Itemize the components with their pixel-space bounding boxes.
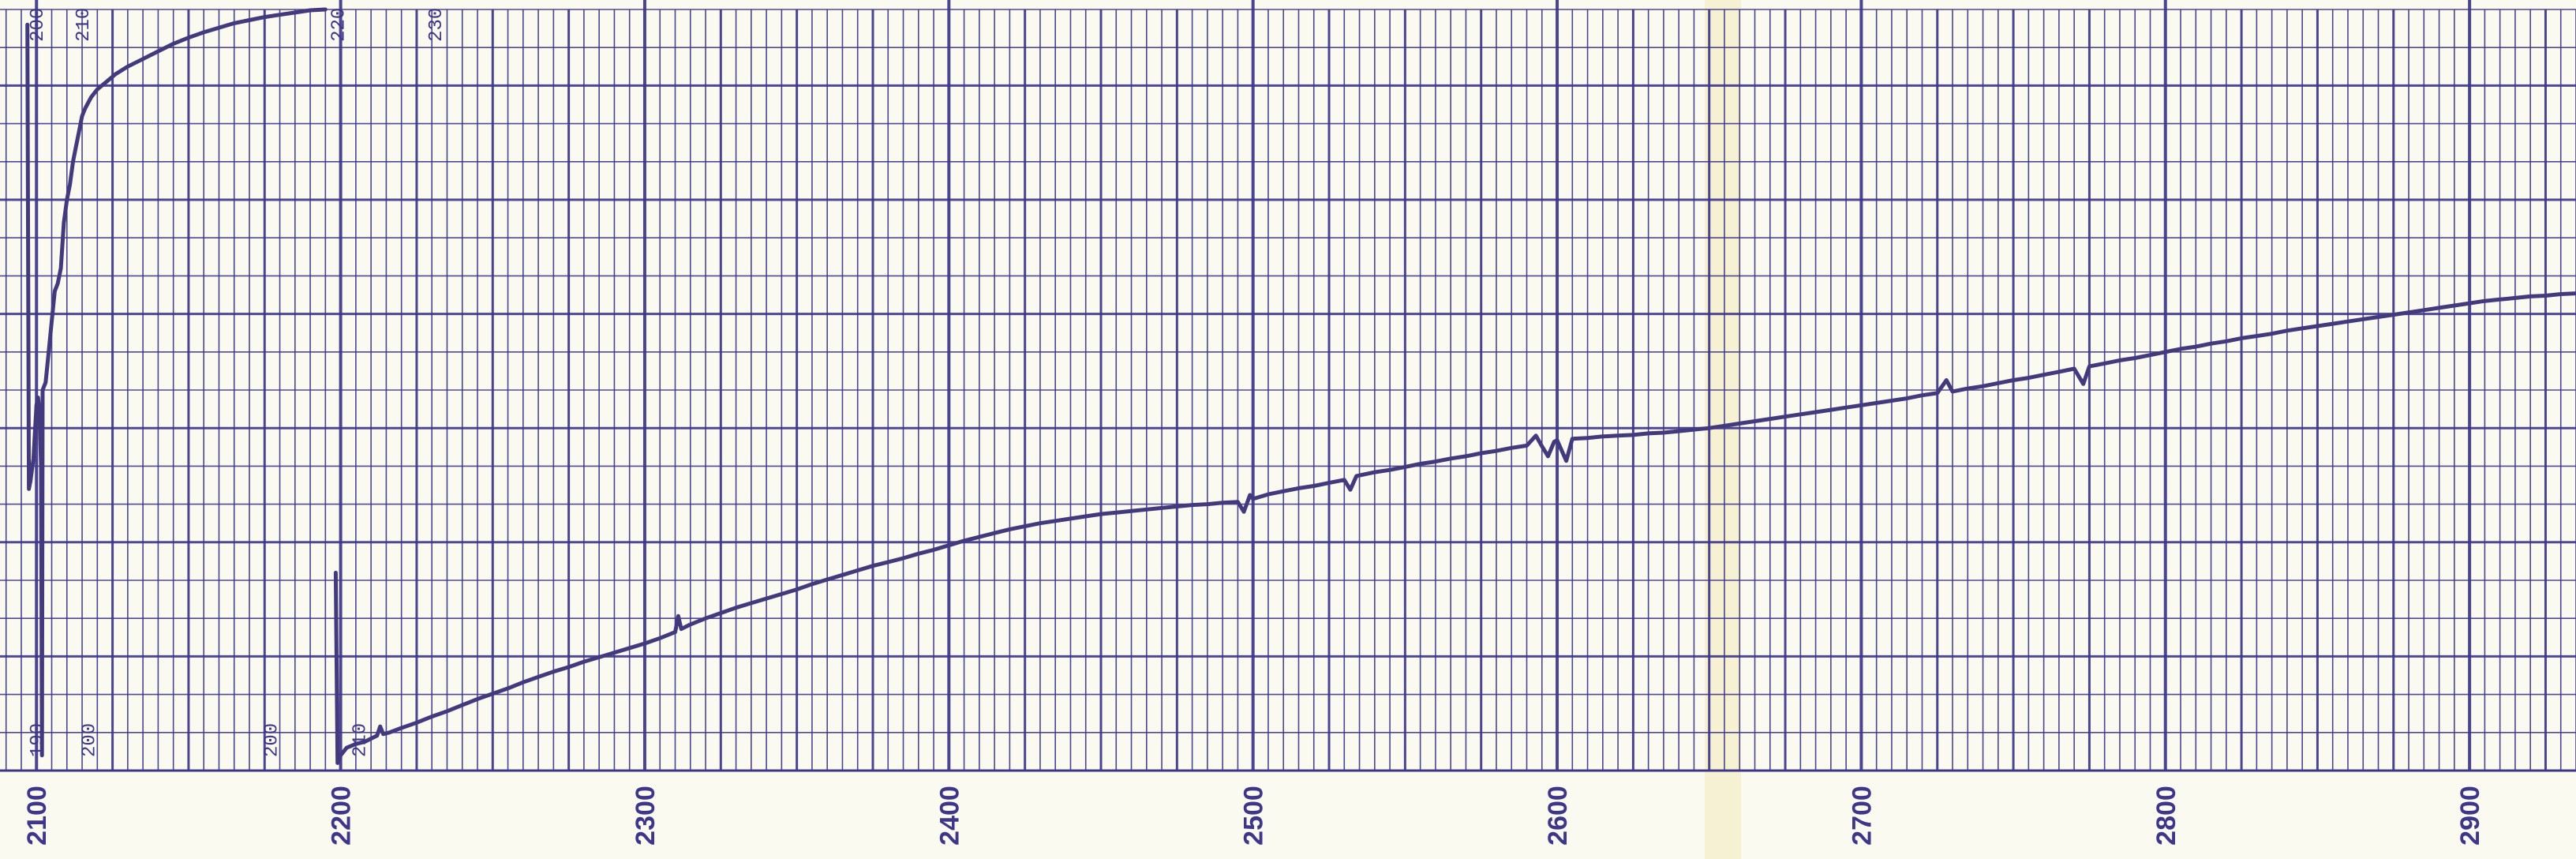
x-tick-label: 2500 — [1239, 786, 1269, 846]
x-tick-label: 2700 — [1847, 786, 1877, 846]
annotation-label: 190 — [28, 723, 49, 757]
x-tick-label: 2600 — [1543, 786, 1573, 846]
annotation-label: 220 — [329, 8, 350, 42]
annotation-label: 210 — [350, 723, 371, 757]
trace-line-1 — [25, 7, 328, 758]
annotation-label: 230 — [426, 8, 447, 42]
trace-line-2 — [333, 291, 2576, 765]
x-tick-label: 2300 — [631, 786, 661, 846]
annotation-label: 200 — [262, 723, 283, 757]
annotation-label: 200 — [28, 8, 49, 42]
x-tick-label: 2100 — [22, 786, 52, 846]
x-tick-label: 2200 — [327, 786, 357, 846]
x-tick-label: 2800 — [2151, 786, 2181, 846]
x-tick-label: 2400 — [934, 786, 964, 846]
x-tick-label: 2900 — [2455, 786, 2485, 846]
annotation-label: 200 — [80, 723, 101, 757]
annotation-label: 210 — [73, 8, 95, 42]
